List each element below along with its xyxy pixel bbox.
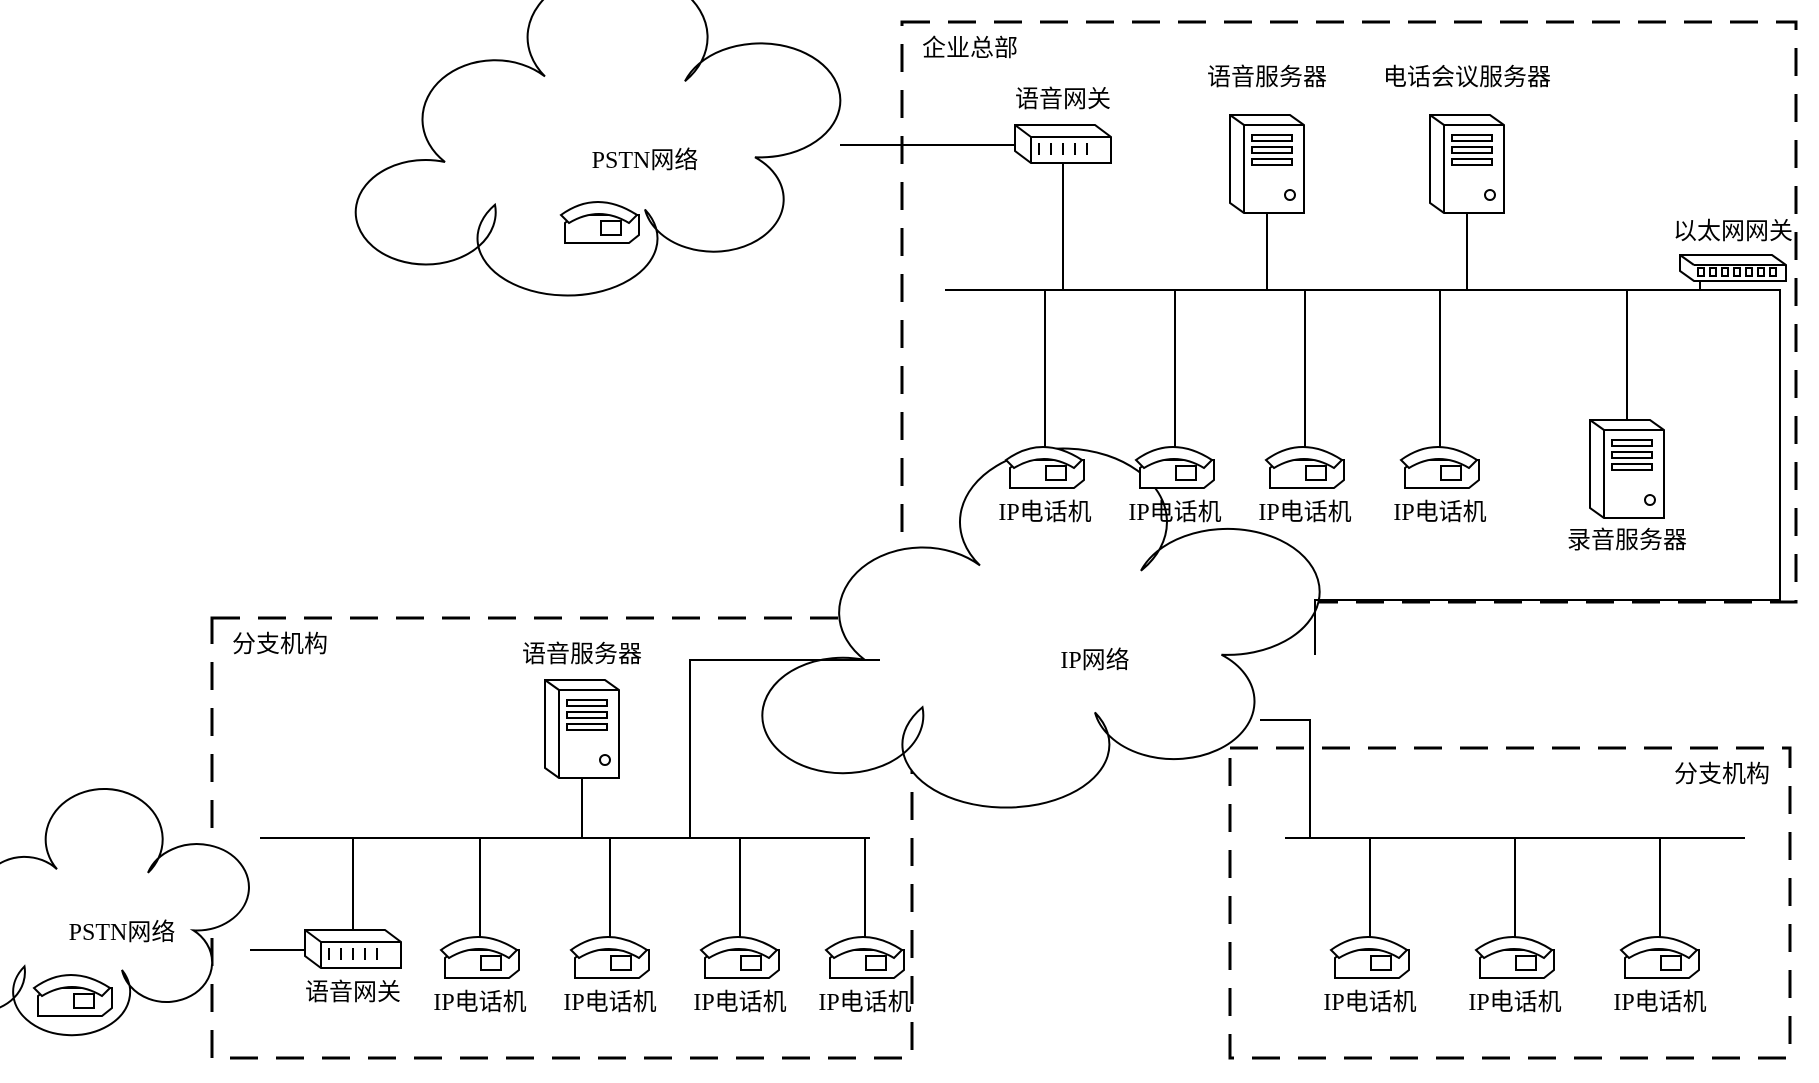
- phone-branchR-0: [1331, 937, 1409, 978]
- phone-hq-3: [1401, 447, 1479, 488]
- phone-hq-3-label: IP电话机: [1393, 499, 1486, 526]
- phone-branchR-0-label: IP电话机: [1323, 989, 1416, 1016]
- region-branchL-title: 分支机构: [232, 631, 328, 658]
- phone-branchL-0: [441, 937, 519, 978]
- phone-branchL-2: [701, 937, 779, 978]
- gateway-voice-branchL-label: 语音网关: [305, 979, 401, 1006]
- phone-branchL-3-label: IP电话机: [818, 989, 911, 1016]
- phone-hq-1-label: IP电话机: [1128, 499, 1221, 526]
- phone-branchR-1-label: IP电话机: [1468, 989, 1561, 1016]
- region-branchR-title: 分支机构: [1674, 761, 1770, 788]
- phone-branchL-1-label: IP电话机: [563, 989, 656, 1016]
- cloud-ip-label: IP网络: [1060, 647, 1129, 674]
- gateway-eth-hq: [1680, 255, 1786, 281]
- phone-branchL-0-label: IP电话机: [433, 989, 526, 1016]
- phone-hq-1: [1136, 447, 1214, 488]
- cloud-pstn-bot-label: PSTN网络: [69, 919, 176, 946]
- gateway-voice-hq-label: 语音网关: [1015, 86, 1111, 113]
- gateway-voice-hq: [1015, 125, 1111, 163]
- link-hq-to-ipcloud: [1315, 290, 1780, 655]
- gateway-voice-branchL: [305, 930, 401, 968]
- server-voice-branchL: [545, 680, 619, 778]
- gateway-eth-hq-label: 以太网网关: [1673, 218, 1793, 245]
- cloud-pstn-top-label: PSTN网络: [592, 147, 699, 174]
- server-rec-hq-label: 录音服务器: [1567, 527, 1687, 554]
- server-voice-branchL-label: 语音服务器: [522, 641, 642, 668]
- region-hq-title: 企业总部: [922, 35, 1018, 62]
- phone-branchL-1: [571, 937, 649, 978]
- phone-branchR-1: [1476, 937, 1554, 978]
- phone-branchR-2-label: IP电话机: [1613, 989, 1706, 1016]
- server-conf-hq-label: 电话会议服务器: [1383, 64, 1551, 91]
- link-ipcloud-to-branchR: [1260, 720, 1310, 838]
- phone-branchL-3: [826, 937, 904, 978]
- server-conf-hq: [1430, 115, 1504, 213]
- phone-hq-2-label: IP电话机: [1258, 499, 1351, 526]
- server-voice-hq-label: 语音服务器: [1207, 64, 1327, 91]
- phone-hq-0-label: IP电话机: [998, 499, 1091, 526]
- phone-branchR-2: [1621, 937, 1699, 978]
- server-rec-hq: [1590, 420, 1664, 518]
- server-voice-hq: [1230, 115, 1304, 213]
- phone-hq-2: [1266, 447, 1344, 488]
- phone-branchL-2-label: IP电话机: [693, 989, 786, 1016]
